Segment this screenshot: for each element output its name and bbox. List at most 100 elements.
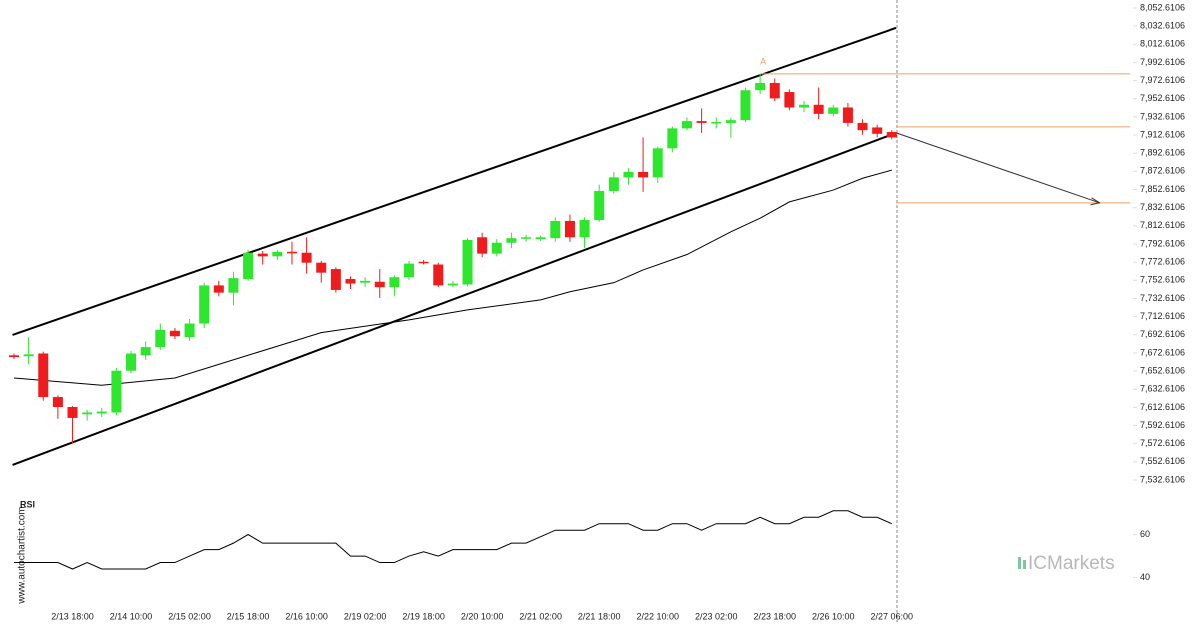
candle-body [579,220,590,238]
candle-body [842,107,853,123]
candle-body [199,285,210,324]
candle-body [813,104,824,114]
x-tick-label: 2/15 02:00 [168,611,211,621]
y-tick-label: 40 [1140,572,1150,582]
candle-body [857,122,868,131]
x-tick-label: 2/13 18:00 [51,611,94,621]
candle-body [155,329,166,348]
candle-body [286,251,297,254]
candle-body [696,121,707,123]
candle-body [608,177,619,191]
y-tick-label: 7,572.6106 [1140,438,1185,448]
candle-body [111,370,122,413]
candle-body [784,92,795,108]
y-tick-label: 7,712.6106 [1140,311,1185,321]
y-tick-label: 7,792.6106 [1140,238,1185,248]
candle-body [228,278,239,293]
candle-body [389,277,400,288]
y-tick-label: 7,832.6106 [1140,202,1185,212]
x-tick-label: 2/27 06:00 [871,611,914,621]
y-tick-label: 7,992.6106 [1140,57,1185,67]
candle-body [652,148,663,178]
forecast-arrow [896,132,1100,204]
candle-body [82,412,93,415]
candle-body [67,407,78,418]
x-tick-label: 2/14 10:00 [110,611,153,621]
candle-body [623,171,634,178]
annotation: A [760,57,766,67]
candle-body [564,220,575,238]
x-tick-label: 2/21 02:00 [519,611,562,621]
candle-body [330,269,341,290]
y-tick-label: 7,632.6106 [1140,384,1185,394]
candle-body [755,82,766,91]
candle-body [828,107,839,114]
y-tick-label: 7,552.6106 [1140,456,1185,466]
candle-body [711,122,722,124]
candle-body [681,121,692,129]
candle-body [418,261,429,264]
candle-body [316,262,327,273]
y-tick-label: 7,952.6106 [1140,93,1185,103]
y-tick-label: 7,732.6106 [1140,293,1185,303]
candle-body [594,190,605,221]
logo: ICMarkets [1028,553,1115,574]
y-tick-label: 7,892.6106 [1140,148,1185,158]
candle-body [23,354,34,357]
y-tick-label: 8,012.6106 [1140,39,1185,49]
candle-body [404,263,415,278]
arrow-head [1090,197,1101,206]
logo-bar [1018,557,1021,569]
candle-body [374,281,385,288]
y-tick-label: 7,532.6106 [1140,474,1185,484]
y-tick-label: 60 [1140,529,1150,539]
candle-body [535,237,546,240]
candle-body [301,252,312,263]
x-tick-label: 2/26 10:00 [812,611,855,621]
candle-body [769,82,780,99]
watermark: www.autochartist.com [17,506,28,604]
channel-line [12,131,897,466]
candle-body [477,237,488,254]
candle-body [96,411,107,414]
candle-body [272,251,283,257]
x-tick-label: 2/16 10:00 [285,611,328,621]
candle-body [638,171,649,178]
x-tick-label: 2/23 18:00 [753,611,796,621]
candle-body [126,353,137,371]
candle-body [169,330,180,337]
candle-body [667,128,678,149]
candle-body [799,104,810,108]
candle-body [433,264,444,286]
logo-bar [1023,560,1026,569]
y-tick-label: 7,872.6106 [1140,166,1185,176]
candle-body [491,242,502,254]
candle-body [521,237,532,239]
candle-body [184,323,195,338]
candle-body [9,355,19,358]
x-tick-label: 2/19 02:00 [344,611,387,621]
candle-body [345,279,356,284]
x-tick-label: 2/20 10:00 [461,611,504,621]
moving-average [13,169,892,386]
y-tick-label: 7,852.6106 [1140,184,1185,194]
candle-body [52,397,63,408]
y-tick-label: 7,772.6106 [1140,257,1185,267]
x-tick-label: 2/23 02:00 [695,611,738,621]
y-tick-label: 7,912.6106 [1140,129,1185,139]
rsi-title: RSI [20,499,35,509]
candle-body [740,90,751,121]
channel-line [12,26,897,336]
y-tick-label: 8,052.6106 [1140,2,1185,12]
y-tick-label: 7,692.6106 [1140,329,1185,339]
candle-body [872,127,883,134]
y-tick-label: 7,972.6106 [1140,75,1185,85]
candle-body [243,252,254,280]
y-tick-label: 8,032.6106 [1140,21,1185,31]
candle-body [550,220,561,239]
y-tick-label: 7,652.6106 [1140,365,1185,375]
x-tick-label: 2/21 18:00 [578,611,621,621]
x-tick-label: 2/22 10:00 [636,611,679,621]
y-tick-label: 7,612.6106 [1140,402,1185,412]
